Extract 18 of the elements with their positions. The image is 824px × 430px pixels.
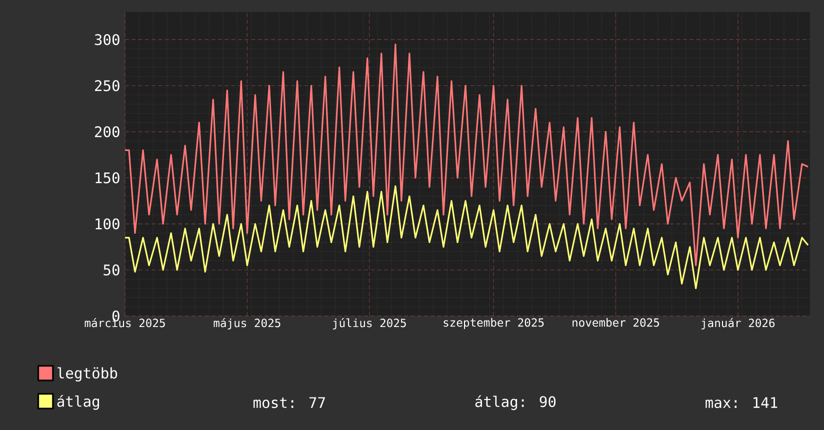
y-tick-label: 50: [104, 264, 120, 276]
legend-label: átlag: [57, 395, 100, 410]
x-tick-label: szeptember 2025: [444, 318, 544, 329]
y-tick-label: 200: [95, 126, 120, 138]
y-tick-label: 300: [94, 34, 120, 46]
text: átlag: 90: [475, 395, 556, 410]
y-tick-label: 150: [96, 172, 120, 184]
text: max: 141: [706, 397, 778, 408]
text: most: 77: [254, 397, 325, 408]
y-tick-label: 250: [95, 80, 120, 92]
y-tick-label: 100: [96, 218, 120, 230]
legend-label: legtöbb: [58, 367, 118, 382]
x-tick-label: január 2026: [702, 318, 775, 330]
x-tick-label: november 2025: [572, 318, 660, 327]
line-series: [124, 43, 809, 266]
x-tick-label: július 2025: [333, 318, 406, 330]
x-tick-label: május 2025: [214, 318, 280, 330]
line-series: [124, 185, 809, 290]
